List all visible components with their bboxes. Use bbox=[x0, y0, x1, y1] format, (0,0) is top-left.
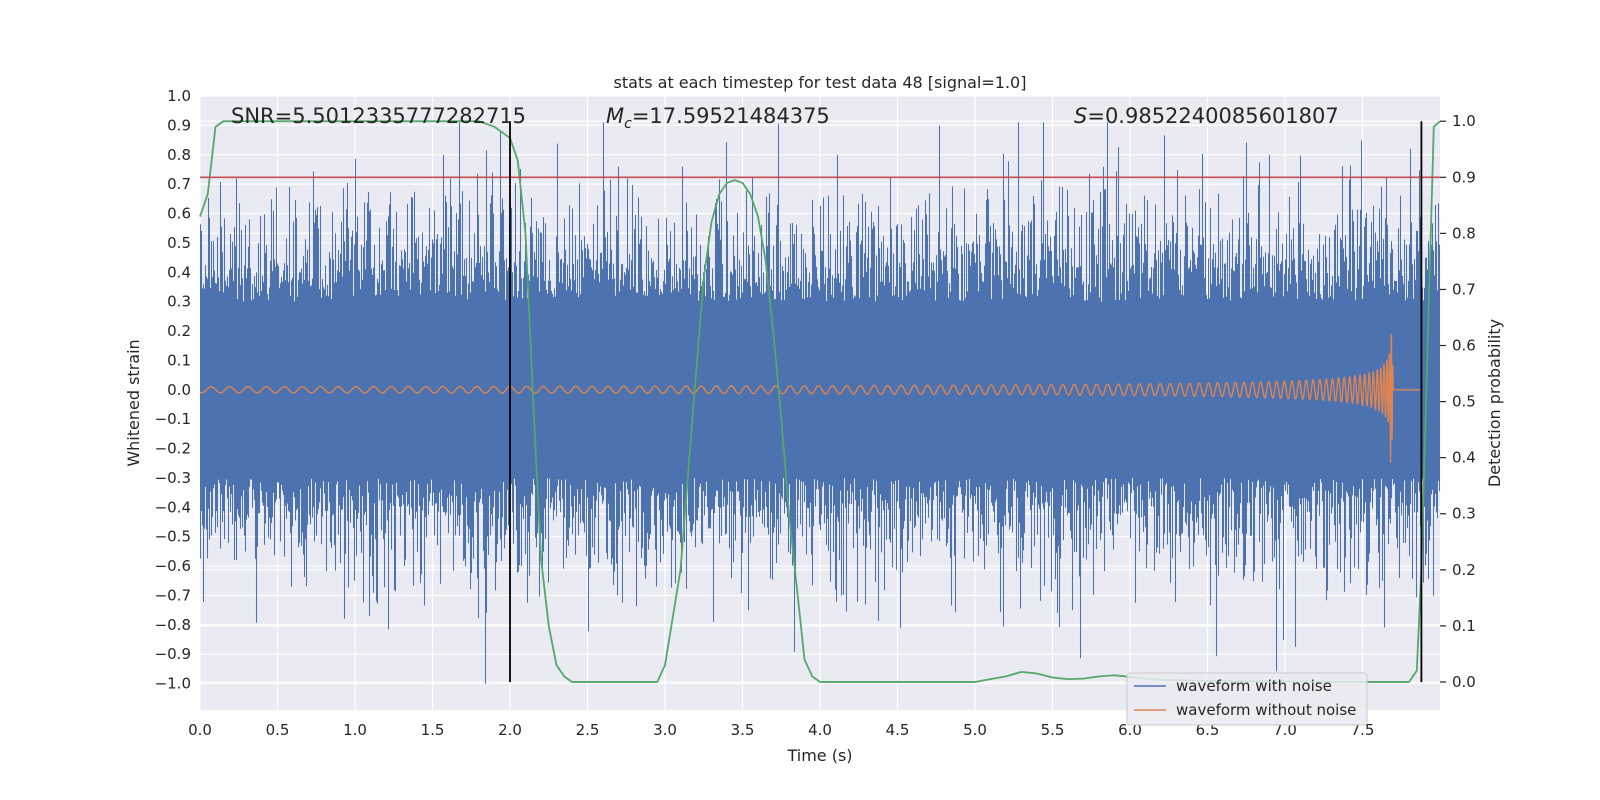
legend: waveform with noise waveform without noi… bbox=[1126, 672, 1368, 726]
clean-waveform-layer bbox=[199, 333, 1422, 463]
y-left-tick-label: −0.3 bbox=[155, 469, 191, 487]
y-right-tick-label: 0.5 bbox=[1452, 393, 1476, 411]
y-left-tick-label: 0.3 bbox=[167, 293, 191, 311]
x-tick-label: 2.0 bbox=[498, 721, 522, 739]
x-tick-label: 1.5 bbox=[421, 721, 445, 739]
x-tick-label: 0.0 bbox=[188, 721, 212, 739]
y-left-tick-label: 0.8 bbox=[167, 146, 191, 164]
x-tick-label: 1.0 bbox=[343, 721, 367, 739]
y-left-tick-label: −0.4 bbox=[155, 498, 191, 516]
threshold-and-markers bbox=[200, 121, 1440, 682]
y-left-tick-label: 0.7 bbox=[167, 175, 191, 193]
chirp-mass-value: =17.59521484375 bbox=[632, 104, 830, 128]
score-annotation: S=0.9852240085601807 bbox=[1074, 104, 1339, 128]
noise-waveform-layer bbox=[199, 122, 1441, 684]
x-tick-label: 2.5 bbox=[576, 721, 600, 739]
y-right-tick-label: 0.1 bbox=[1452, 617, 1476, 635]
snr-annotation: SNR=5.5012335777282715 bbox=[231, 104, 526, 128]
y-left-tick-label: −1.0 bbox=[155, 675, 191, 693]
y-right-tick-label: 1.0 bbox=[1452, 112, 1476, 130]
y-right-tick-label: 0.4 bbox=[1452, 449, 1476, 467]
x-tick-label: 5.0 bbox=[963, 721, 987, 739]
y-left-tick-label: 0.9 bbox=[167, 116, 191, 134]
y-right-tick-label: 0.2 bbox=[1452, 561, 1476, 579]
y-left-tick-label: −0.7 bbox=[155, 586, 191, 604]
y-left-tick-label: −0.5 bbox=[155, 528, 191, 546]
legend-box bbox=[1126, 672, 1368, 726]
chirp-mass-annotation: Mc=17.59521484375 bbox=[606, 104, 830, 132]
legend-label-noise: waveform with noise bbox=[1176, 677, 1332, 695]
y-left-tick-label: −0.9 bbox=[155, 645, 191, 663]
x-tick-label: 3.0 bbox=[653, 721, 677, 739]
y-left-tick-label: −0.2 bbox=[155, 440, 191, 458]
chirp-mass-symbol: M bbox=[606, 104, 624, 128]
y-left-tick-label: 1.0 bbox=[167, 87, 191, 105]
y-axis-left-label: Whitened strain bbox=[124, 339, 143, 466]
score-value: =0.9852240085601807 bbox=[1087, 104, 1338, 128]
x-tick-label: 4.5 bbox=[886, 721, 910, 739]
legend-label-clean: waveform without noise bbox=[1176, 701, 1356, 719]
x-tick-label: 5.5 bbox=[1041, 721, 1065, 739]
y-right-tick-label: 0.6 bbox=[1452, 337, 1476, 355]
x-axis-label: Time (s) bbox=[786, 746, 852, 765]
y-left-tick-label: 0.4 bbox=[167, 263, 191, 281]
y-left-tick-label: 0.5 bbox=[167, 234, 191, 252]
y-left-tick-label: 0.0 bbox=[167, 381, 191, 399]
axis-ticks: 0.0 0.5 1.0 1.5 2.0 2.5 3.0 3.5 4.0 4.5 5.0 5.5 6.0 6… bbox=[155, 87, 1476, 739]
y-left-tick-label: 0.2 bbox=[167, 322, 191, 340]
clean-waveform-line bbox=[199, 333, 1422, 463]
y-right-tick-label: 0.3 bbox=[1452, 505, 1476, 523]
x-tick-label: 0.5 bbox=[266, 721, 290, 739]
y-right-tick-label: 0.9 bbox=[1452, 168, 1476, 186]
score-symbol: S bbox=[1074, 104, 1087, 128]
y-left-tick-label: 0.1 bbox=[167, 351, 191, 369]
chart-title: stats at each timestep for test data 48 … bbox=[614, 73, 1027, 92]
y-right-tick-label: 0.8 bbox=[1452, 224, 1476, 242]
y-right-tick-label: 0.7 bbox=[1452, 280, 1476, 298]
y-left-tick-label: −0.8 bbox=[155, 616, 191, 634]
y-right-tick-label: 0.0 bbox=[1452, 673, 1476, 691]
x-tick-label: 3.5 bbox=[731, 721, 755, 739]
y-axis-right-label: Detection probability bbox=[1485, 319, 1504, 487]
y-left-tick-label: 0.6 bbox=[167, 205, 191, 223]
y-left-tick-label: −0.6 bbox=[155, 557, 191, 575]
x-tick-label: 4.0 bbox=[808, 721, 832, 739]
y-left-tick-label: −0.1 bbox=[155, 410, 191, 428]
chirp-mass-subscript: c bbox=[624, 116, 632, 132]
noise-waveform-line bbox=[199, 122, 1441, 684]
